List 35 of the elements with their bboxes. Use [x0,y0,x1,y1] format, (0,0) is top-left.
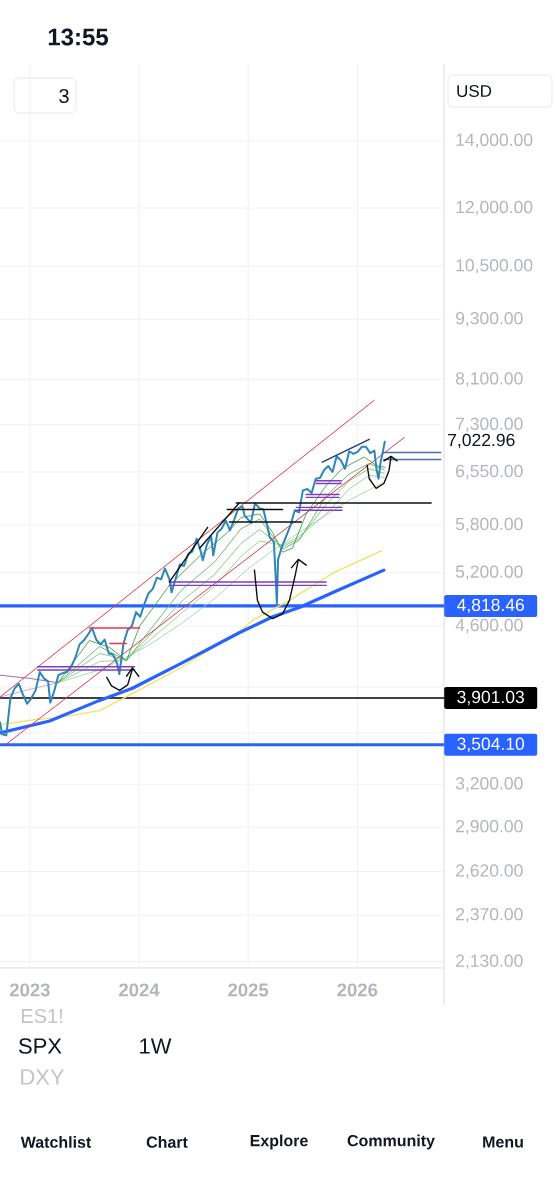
y-tick-label: 9,300.00 [456,311,523,327]
y-tick-label: 2,130.00 [456,954,523,969]
y-tick-label: 2,370.00 [456,907,523,923]
x-tick-label: 2024 [119,983,160,997]
text: Explore [250,1134,308,1150]
ref-line-label: 3,504.10 [457,737,525,753]
y-tick-label: 5,800.00 [455,517,523,533]
x-tick-label: 2025 [228,983,269,997]
y-tick-label: 5,200.00 [455,565,523,580]
text: Watchlist [20,1136,92,1148]
ref-line-label: 3,901.03 [457,690,524,706]
text: 7,022.96 [448,433,515,449]
y-tick-label: 7,300.00 [456,417,523,433]
text: ES1! [21,1008,62,1024]
y-tick-label: 3,200.00 [455,777,523,792]
y-tick-label: 10,500.00 [456,259,533,274]
y-tick-label: 6,550.00 [456,464,523,480]
x-tick-label: 2026 [337,983,378,997]
y-tick-label: 2,900.00 [456,820,523,835]
x-tick-label: 2023 [9,983,50,997]
text: 1W [140,1038,172,1054]
text: SPX [18,1038,62,1054]
text: Chart [146,1136,188,1148]
ref-line-label: 4,818.46 [457,598,524,614]
text: 13:55 [48,28,109,46]
y-tick-label: 8,100.00 [455,372,523,387]
text: Menu [483,1136,523,1148]
text: Community [347,1134,435,1150]
text: DXY [21,1069,65,1085]
annotation: 3 [59,88,69,104]
y-tick-label: 4,600.00 [455,618,523,634]
y-tick-label: 2,620.00 [456,864,523,879]
y-tick-label: 12,000.00 [456,200,533,216]
y-tick-label: 14,000.00 [456,133,533,149]
text: USD [457,84,492,98]
